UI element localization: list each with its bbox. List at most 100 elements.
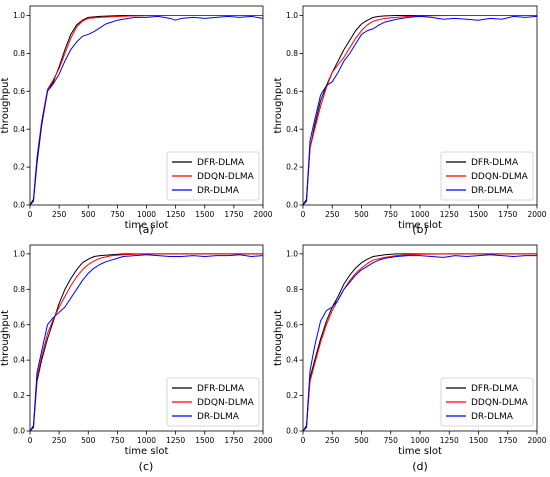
x-tick-label: 0 [28,436,33,445]
legend-label: DDQN-DLMA [197,172,255,182]
series-lines [303,253,537,431]
legend-label: DR-DLMA [471,186,514,196]
panel-4: 0 250 500 750 1000 1250 1500 1750 2000 0.0 0.2 0.4 0… [273,244,547,473]
series-line-dr-dlma [30,254,263,431]
x-tick-label: 1750 [224,436,243,445]
y-tick-label: 0.0 [286,201,298,210]
y-tick-label: 1.0 [13,249,25,258]
series-line-ddqn-dlma [30,253,263,431]
legend-label: DFR-DLMA [197,158,245,168]
x-tick-label: 1500 [195,210,214,219]
legend: DFR-DLMA DDQN-DLMA DR-DLMA [440,377,534,427]
x-tick-label: 1000 [410,436,429,445]
x-tick-label: 1500 [195,436,214,445]
series-line-dr-dlma [303,254,537,431]
series-line-ddqn-dlma [303,253,537,431]
y-tick-label: 0.0 [286,427,298,436]
y-axis-label: throughput [0,77,11,133]
legend: DFR-DLMA DDQN-DLMA DR-DLMA [166,377,260,427]
x-tick-label: 2000 [527,210,546,219]
x-tick-label: 1750 [224,210,243,219]
y-tick-label: 1.0 [286,249,298,258]
y-tick-label: 0.2 [286,391,298,400]
x-tick-label: 1000 [137,436,156,445]
y-tick-label: 0.6 [13,320,25,329]
x-tick-label: 2000 [527,436,546,445]
legend-label: DDQN-DLMA [471,398,529,408]
legend-label: DFR-DLMA [471,158,519,168]
y-tick-label: 1.0 [13,11,25,20]
legend-box [166,377,260,427]
legend-label: DDQN-DLMA [197,398,255,408]
x-tick-label: 1750 [498,436,517,445]
panel-1: 0 250 500 750 1000 1250 1500 1750 2000 0.0 0.2 0.4 0… [0,5,273,236]
x-tick-label: 500 [81,210,96,219]
x-tick-label: 250 [325,210,340,219]
x-tick-label: 0 [301,210,306,219]
legend-box [166,151,260,201]
series-line-ddqn-dlma [303,14,537,205]
legend-box [440,377,534,427]
x-tick-label: 500 [81,436,96,445]
x-tick-label: 750 [384,436,399,445]
series-lines [30,253,263,431]
x-tick-label: 1250 [166,436,185,445]
x-tick-label: 1500 [469,436,488,445]
panel-label: (c) [139,460,154,473]
x-axis-label: time slot [398,446,442,457]
x-tick-label: 0 [301,436,306,445]
y-tick-label: 0.2 [286,163,298,172]
x-tick-label: 1750 [498,210,517,219]
series-lines [303,14,537,205]
y-tick-label: 0.8 [286,49,298,58]
y-tick-label: 0.2 [13,391,25,400]
panel-label: (a) [138,223,153,236]
x-tick-label: 750 [110,436,125,445]
panel-2: 0 250 500 750 1000 1250 1500 1750 2000 0.0 0.2 0.4 0… [273,5,547,236]
x-tick-label: 0 [28,210,33,219]
series-lines [30,14,263,205]
legend: DFR-DLMA DDQN-DLMA DR-DLMA [440,151,534,201]
x-axis-label: time slot [398,220,442,231]
y-tick-label: 1.0 [286,11,298,20]
y-tick-label: 0.6 [286,87,298,96]
x-axis-label: time slot [125,446,169,457]
y-tick-label: 0.8 [13,49,25,58]
x-tick-label: 1250 [440,436,459,445]
x-tick-label: 500 [354,436,369,445]
x-tick-label: 250 [52,436,67,445]
y-axis-label: throughput [273,310,284,366]
x-tick-label: 2000 [253,436,272,445]
y-tick-label: 0.6 [13,87,25,96]
legend-label: DR-DLMA [197,186,240,196]
series-line-dr-dlma [30,15,263,205]
legend-label: DFR-DLMA [471,384,519,394]
x-tick-label: 1500 [469,210,488,219]
x-tick-label: 1000 [410,210,429,219]
y-tick-label: 0.4 [286,125,298,134]
panel-label: (b) [412,223,428,236]
x-tick-label: 250 [325,436,340,445]
panel-label: (d) [412,460,428,473]
x-tick-label: 250 [52,210,67,219]
x-tick-label: 500 [354,210,369,219]
y-tick-label: 0.4 [286,356,298,365]
y-tick-label: 0.0 [13,427,25,436]
legend-label: DDQN-DLMA [471,172,529,182]
x-tick-label: 2000 [253,210,272,219]
panel-3: 0 250 500 750 1000 1250 1500 1750 2000 0.0 0.2 0.4 0… [0,244,273,473]
series-line-dr-dlma [303,15,537,205]
y-axis-label: throughput [273,77,284,133]
legend-box [440,151,534,201]
legend-label: DFR-DLMA [197,384,245,394]
x-tick-label: 750 [384,210,399,219]
y-tick-label: 0.6 [286,320,298,329]
y-tick-label: 0.0 [13,201,25,210]
y-tick-label: 0.4 [13,125,25,134]
x-axis-label: time slot [125,220,169,231]
y-tick-label: 0.8 [286,285,298,294]
x-tick-label: 1250 [440,210,459,219]
y-axis-label: throughput [0,310,11,366]
y-tick-label: 0.2 [13,163,25,172]
